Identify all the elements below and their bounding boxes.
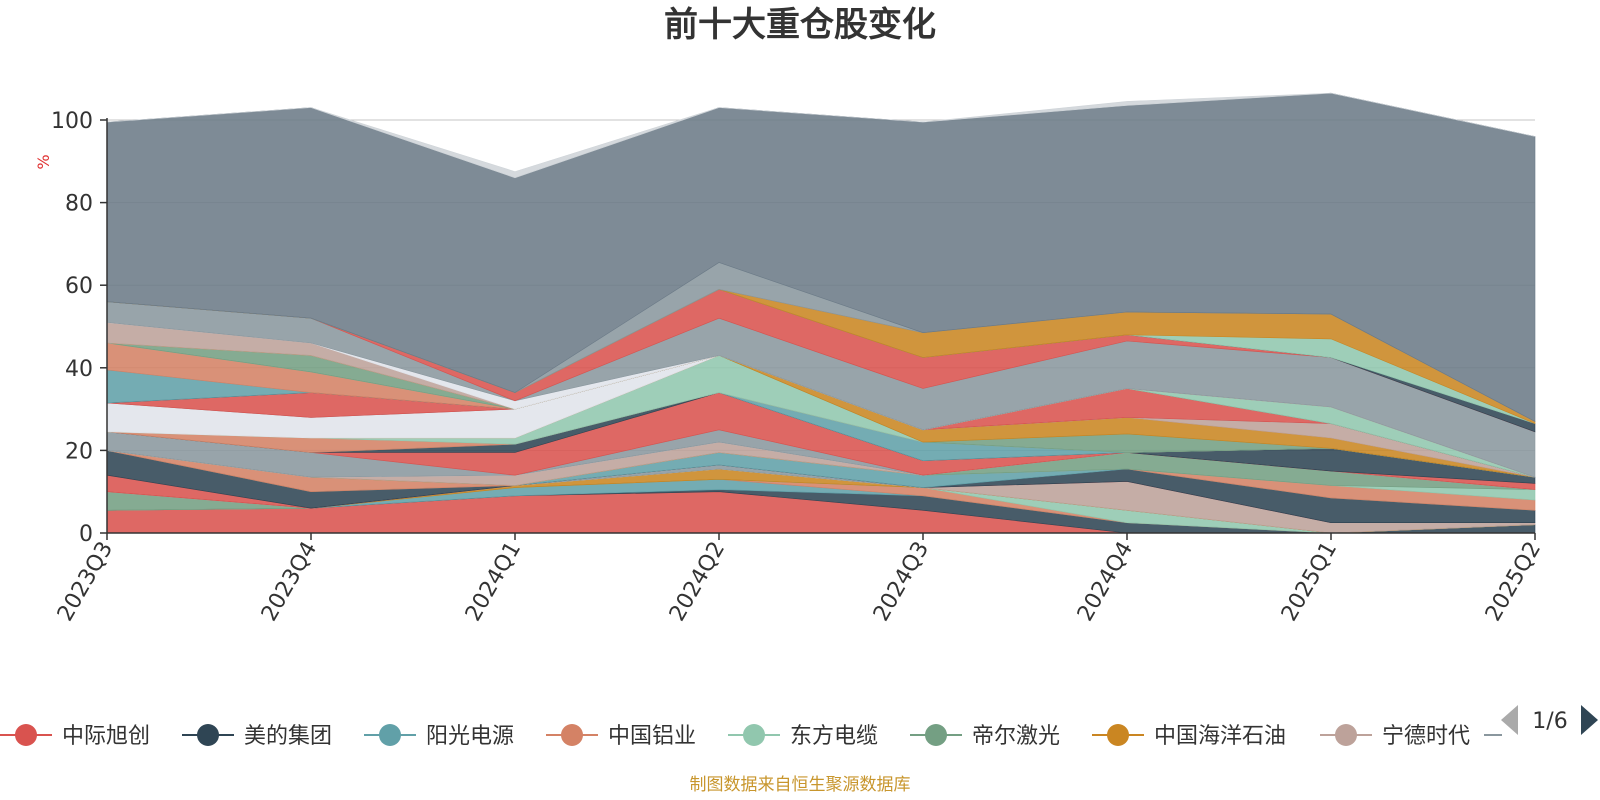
x-tick-label-2024Q4: 2024Q4: [1073, 538, 1138, 626]
legend-marker-icon: [925, 724, 947, 746]
legend-marker-icon: [743, 724, 765, 746]
y-tick-label-100: 100: [51, 109, 93, 134]
area-series: [106, 92, 1536, 534]
chart-title: 前十大重仓股变化: [664, 5, 936, 45]
legend-marker-icon: [1335, 724, 1357, 746]
x-tick-label-2023Q4: 2023Q4: [257, 538, 322, 626]
y-axis-unit: %: [34, 154, 53, 169]
legend: 中际旭创 美的集团 阳光电源 中国铝业 东方电缆 帝尔激光 中国海洋石油 宁德时代: [0, 724, 1502, 749]
legend-item-6[interactable]: 帝尔激光: [910, 724, 1060, 749]
legend-marker-icon: [1107, 724, 1129, 746]
next-page-icon[interactable]: [1581, 705, 1598, 735]
legend-marker-icon: [15, 724, 37, 746]
area-series-47: [106, 92, 1536, 179]
legend-label: 帝尔激光: [972, 724, 1060, 749]
x-tick-label-2024Q3: 2024Q3: [869, 538, 934, 626]
x-tick-label-2025Q2: 2025Q2: [1481, 538, 1546, 626]
legend-label: 东方电缆: [790, 724, 878, 749]
legend-marker-icon: [379, 724, 401, 746]
legend-pager: 1/6: [1501, 705, 1598, 735]
legend-page-indicator: 1/6: [1532, 709, 1567, 734]
legend-label: 阳光电源: [426, 724, 514, 749]
prev-page-icon[interactable]: [1501, 705, 1518, 735]
y-tick-label-60: 60: [65, 274, 93, 299]
y-tick-label-80: 80: [65, 192, 93, 217]
x-tick-label-2025Q1: 2025Q1: [1277, 538, 1342, 626]
x-tick-label-2024Q1: 2024Q1: [461, 538, 526, 626]
x-tick-label-2024Q2: 2024Q2: [665, 538, 730, 626]
y-tick-label-20: 20: [65, 439, 93, 464]
y-tick-label-40: 40: [65, 357, 93, 382]
legend-label: 宁德时代: [1382, 724, 1470, 749]
data-source-note: 制图数据来自恒生聚源数据库: [690, 775, 911, 795]
legend-item-2[interactable]: 美的集团: [182, 724, 332, 749]
legend-item-4[interactable]: 中国铝业: [546, 724, 696, 749]
legend-marker-icon: [561, 724, 583, 746]
legend-label: 美的集团: [244, 724, 332, 749]
legend-item-1[interactable]: 中际旭创: [0, 724, 150, 749]
x-tick-label-2023Q3: 2023Q3: [53, 538, 118, 626]
legend-label: 中际旭创: [62, 724, 150, 749]
legend-label: 中国海洋石油: [1154, 724, 1286, 749]
legend-marker-icon: [197, 724, 219, 746]
legend-label: 中国铝业: [608, 724, 696, 749]
legend-item-8[interactable]: 宁德时代: [1320, 724, 1470, 749]
legend-item-7[interactable]: 中国海洋石油: [1092, 724, 1286, 749]
y-tick-label-0: 0: [79, 522, 93, 547]
legend-item-3[interactable]: 阳光电源: [364, 724, 514, 749]
legend-item-5[interactable]: 东方电缆: [728, 724, 878, 749]
